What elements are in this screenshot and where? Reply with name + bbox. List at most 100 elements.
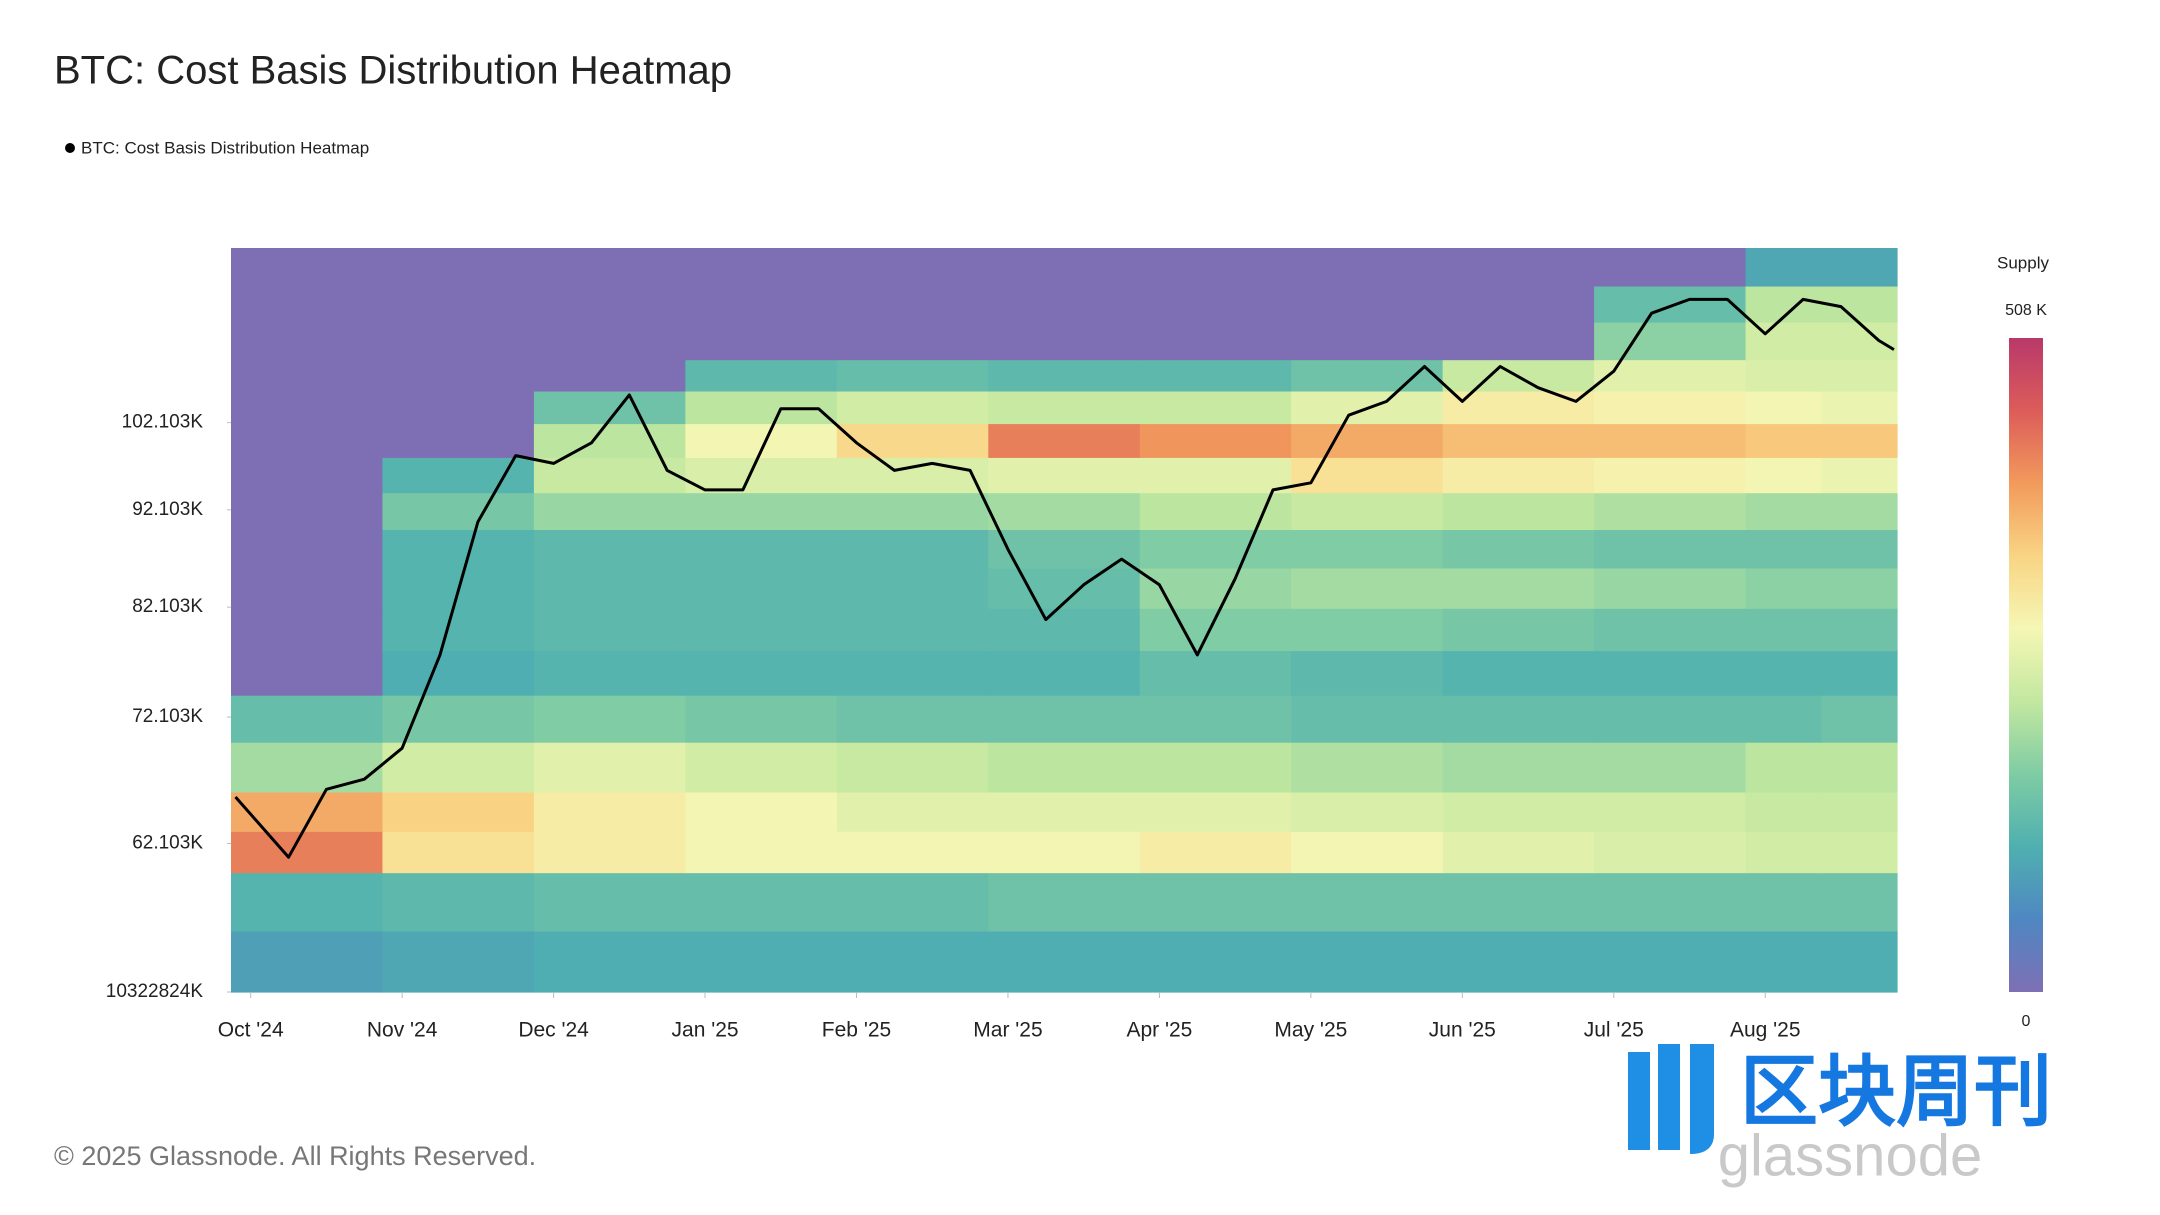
heatmap-cell [1291, 285, 1444, 323]
heatmap-cell [836, 872, 989, 932]
heatmap-cell [1139, 650, 1292, 696]
heatmap-cell [1745, 567, 1822, 609]
heatmap-cell [1291, 359, 1444, 392]
heatmap-cell [836, 695, 989, 743]
heatmap-cell [1291, 567, 1444, 609]
x-tick-label: Jan '25 [672, 1019, 739, 1042]
heatmap-cell [836, 390, 989, 425]
heatmap-cell [836, 457, 989, 494]
heatmap-cell [1745, 492, 1822, 531]
heatmap-cell [1291, 872, 1444, 932]
heatmap-cell [1821, 321, 1898, 361]
heatmap-cell [382, 492, 535, 531]
heatmap-cell [1139, 872, 1292, 932]
heatmap-cell [533, 650, 686, 696]
heatmap-cell [988, 423, 1141, 458]
heatmap-cell [1821, 359, 1898, 392]
heatmap-cell [1594, 831, 1747, 874]
heatmap-cell [836, 423, 989, 458]
heatmap-cell [1139, 492, 1292, 531]
heatmap-cell [1291, 930, 1444, 993]
heatmap-cell [988, 492, 1141, 531]
heatmap-cell [988, 359, 1141, 392]
heatmap-cell [231, 930, 384, 993]
heatmap-cell [685, 831, 838, 874]
heatmap-cell [533, 567, 686, 609]
heatmap-cell [231, 248, 384, 287]
legend-marker [65, 143, 75, 153]
heatmap-cell [1442, 650, 1595, 696]
heatmap-cell [231, 742, 384, 793]
heatmap-cell [1745, 791, 1822, 832]
heatmap-cell [1139, 423, 1292, 458]
colorbar-title: Supply [1997, 253, 2049, 272]
heatmap-cell [1745, 930, 1822, 993]
legend-label: BTC: Cost Basis Distribution Heatmap [81, 138, 369, 157]
heatmap-cell [685, 742, 838, 793]
heatmap-cell [1291, 423, 1444, 458]
heatmap-cell [836, 608, 989, 652]
heatmap-cell [685, 791, 838, 832]
heatmap-cell [988, 872, 1141, 932]
colorbar [2009, 338, 2043, 992]
heatmap-cell [533, 248, 686, 287]
heatmap-cell [533, 529, 686, 569]
x-tick-label: Jul '25 [1584, 1019, 1644, 1042]
x-tick-label: Feb '25 [822, 1019, 891, 1042]
heatmap-cell [1745, 742, 1822, 793]
heatmap-cell [1745, 390, 1822, 425]
heatmap-cell [1594, 321, 1747, 361]
heatmap-cell [1291, 492, 1444, 531]
heatmap-cell [1139, 695, 1292, 743]
heatmap-cell [231, 831, 384, 874]
heatmap-cell [836, 321, 989, 361]
heatmap-cell [1291, 608, 1444, 652]
heatmap-cell [1442, 285, 1595, 323]
heatmap-cell [988, 831, 1141, 874]
heatmap-cell [1821, 390, 1898, 425]
heatmap-cell [685, 930, 838, 993]
heatmap-cell [1442, 492, 1595, 531]
heatmap-cell [1745, 650, 1822, 696]
heatmap-cell [1745, 248, 1822, 287]
watermark-source: glassnode [1718, 1123, 1982, 1188]
heatmap-cell [1139, 390, 1292, 425]
heatmap-cell [1442, 321, 1595, 361]
heatmap-cell [1594, 930, 1747, 993]
heatmap-cell [1442, 529, 1595, 569]
x-tick-label: Apr '25 [1126, 1019, 1192, 1042]
x-tick-label: Oct '24 [218, 1019, 284, 1042]
heatmap-cell [533, 423, 686, 458]
heatmap-cell [382, 791, 535, 832]
heatmap-cell [382, 742, 535, 793]
heatmap-cell [1594, 608, 1747, 652]
heatmap-cell [1745, 529, 1822, 569]
heatmap-cell [533, 359, 686, 392]
heatmap-cell [533, 695, 686, 743]
heatmap-cell [1442, 567, 1595, 609]
heatmap-cell [1745, 831, 1822, 874]
heatmap-cell [988, 695, 1141, 743]
heatmap-cell [836, 791, 989, 832]
heatmap-cell [1139, 457, 1292, 494]
heatmap-cell [231, 423, 384, 458]
heatmap-cell [1291, 791, 1444, 832]
heatmap-cell [382, 457, 535, 494]
heatmap-cell [1821, 791, 1898, 832]
heatmap-cell [1139, 285, 1292, 323]
heatmap-cell [836, 359, 989, 392]
x-tick-label: Aug '25 [1730, 1019, 1801, 1042]
heatmap-cell [1442, 390, 1595, 425]
heatmap-cell [533, 492, 686, 531]
heatmap-cell [685, 359, 838, 392]
heatmap-cell [382, 872, 535, 932]
heatmap-cell [1821, 742, 1898, 793]
heatmap-cell [1442, 457, 1595, 494]
heatmap-cell [836, 285, 989, 323]
heatmap-cell [1745, 608, 1822, 652]
heatmap-cell [1442, 423, 1595, 458]
heatmap-cell [533, 742, 686, 793]
heatmap-cell [231, 390, 384, 425]
heatmap-cell [988, 248, 1141, 287]
